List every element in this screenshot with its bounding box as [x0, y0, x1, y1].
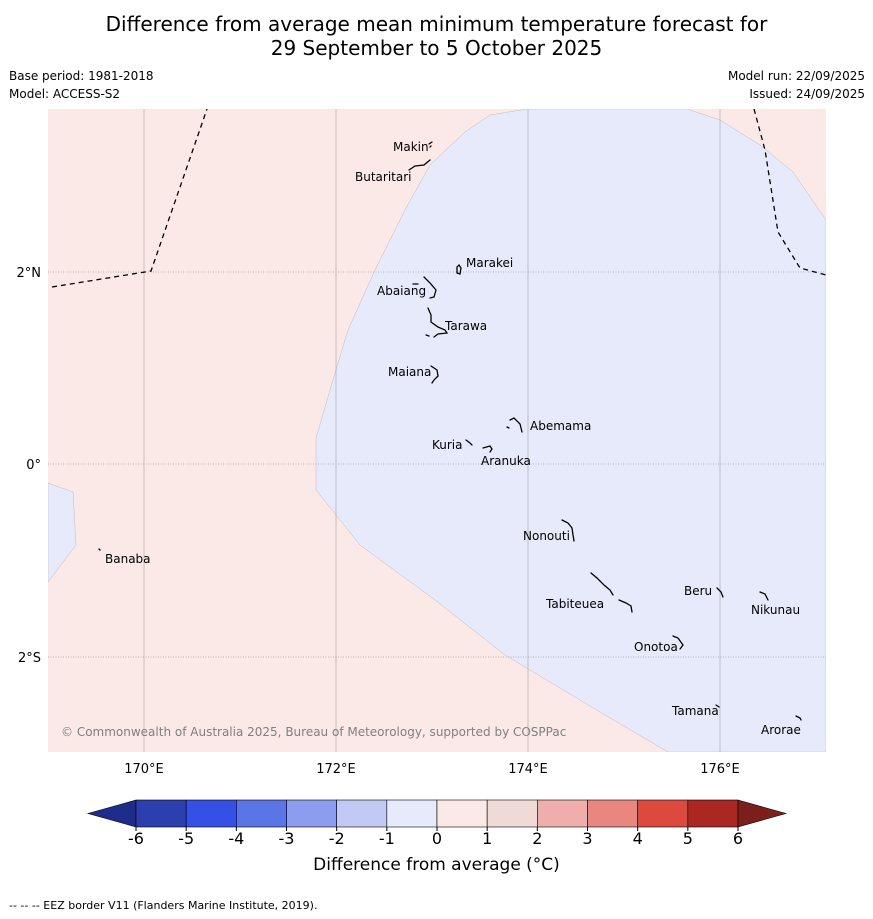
graticule	[143, 109, 721, 752]
lon-label-170: 170°E	[124, 762, 164, 777]
color-bar-tick-label: -1	[379, 829, 395, 848]
color-bar-segment	[185, 799, 237, 828]
label-tabiteuea: Tabiteuea	[545, 597, 604, 611]
islands	[98, 141, 802, 721]
meta-left: Base period: 1981-2018 Model: ACCESS-S2	[9, 67, 154, 103]
label-abaiang: Abaiang	[377, 284, 426, 298]
island-tarawa	[425, 307, 449, 338]
color-bar-extend-min	[86, 799, 137, 828]
color-bar-tick-label: -3	[279, 829, 295, 848]
lon-label-174: 174°E	[508, 762, 548, 777]
color-bar-tick-label: 4	[633, 829, 643, 848]
island-tabiteuea	[590, 572, 633, 613]
color-bar	[86, 799, 788, 828]
color-bar-segment	[637, 799, 689, 828]
label-makin: Makin	[393, 140, 429, 154]
label-nonouti: Nonouti	[523, 529, 570, 543]
color-bar-segment	[236, 799, 287, 828]
island-nonouti	[561, 519, 575, 542]
color-bar-segment	[286, 799, 337, 828]
issued-date: Issued: 24/09/2025	[749, 87, 865, 101]
meta-right: Model run: 22/09/2025 Issued: 24/09/2025	[728, 67, 865, 103]
island-kuria	[465, 439, 473, 446]
island-nikunau	[759, 591, 769, 601]
island-beru	[716, 587, 724, 598]
color-bar-segment	[486, 799, 538, 828]
color-bar-tick-label: 0	[432, 829, 442, 848]
lon-label-172: 172°E	[316, 762, 356, 777]
color-bar-tick-label: -6	[128, 829, 144, 848]
lon-label-176: 176°E	[700, 762, 740, 777]
model-run: Model run: 22/09/2025	[727, 69, 865, 83]
island-abaiang	[412, 276, 437, 299]
color-bar-segment	[336, 799, 388, 828]
title-line-2: 29 September to 5 October 2025	[270, 36, 603, 60]
color-bar-segment	[135, 799, 187, 828]
color-bar-tick-label: 3	[582, 829, 592, 848]
eez-border	[51, 109, 826, 288]
island-arorae	[795, 715, 802, 721]
color-bar-tick-label: 5	[683, 829, 693, 848]
color-bar-segment	[587, 799, 638, 828]
color-bar-segment	[687, 799, 739, 828]
anomaly-region-negative-west	[48, 482, 77, 583]
map-title: Difference from average mean minimum tem…	[0, 12, 873, 60]
color-bar-tick-label: 2	[532, 829, 542, 848]
label-banaba: Banaba	[105, 552, 151, 566]
lat-label-2s: 2°S	[18, 651, 41, 666]
island-butaritari	[408, 159, 431, 171]
anomaly-region-negative	[315, 109, 826, 752]
island-banaba	[98, 548, 101, 551]
label-onotoa: Onotoa	[634, 640, 678, 654]
label-tarawa: Tarawa	[444, 319, 487, 333]
copyright-notice: © Commonwealth of Australia 2025, Bureau…	[61, 725, 566, 739]
color-bar-segment	[436, 799, 488, 828]
color-bar-tick-label: -2	[329, 829, 345, 848]
label-kuria: Kuria	[432, 438, 463, 452]
island-tamana	[715, 704, 720, 708]
lat-label-2n: 2°N	[17, 266, 42, 281]
color-bar-label: Difference from average (°C)	[313, 855, 560, 875]
color-bar-tick-label: 1	[482, 829, 492, 848]
label-maiana: Maiana	[388, 365, 431, 379]
label-tamana: Tamana	[671, 704, 719, 718]
label-butaritari: Butaritari	[355, 170, 412, 184]
title-line-1: Difference from average mean minimum tem…	[105, 12, 768, 36]
island-onotoa	[672, 635, 684, 650]
label-abemama: Abemama	[530, 419, 591, 433]
island-abemama	[506, 417, 523, 433]
island-makin	[428, 141, 433, 148]
color-bar-ticks: -6 -5 -4 -3 -2 -1 0 1 2 3 4 5 6	[128, 827, 743, 848]
color-bar-extend-max	[737, 799, 788, 828]
label-beru: Beru	[684, 584, 712, 598]
island-maiana	[430, 365, 439, 384]
lat-label-0: 0°	[26, 458, 41, 473]
color-bar-tick-label: 6	[733, 829, 743, 848]
color-bar-tick-label: -5	[178, 829, 194, 848]
color-bar-segment	[386, 799, 438, 828]
latitude-lines	[48, 271, 826, 658]
label-aranuka: Aranuka	[481, 454, 531, 468]
color-bar-segment	[537, 799, 588, 828]
island-aranuka	[482, 445, 493, 453]
model-name: Model: ACCESS-S2	[9, 87, 121, 101]
color-bar-tick-label: -4	[228, 829, 244, 848]
eez-footnote: -- -- -- EEZ border V11 (Flanders Marine…	[9, 899, 318, 912]
label-arorae: Arorae	[761, 723, 801, 737]
label-nikunau: Nikunau	[751, 603, 800, 617]
base-period: Base period: 1981-2018	[9, 69, 154, 83]
island-marakei	[456, 263, 462, 275]
label-marakei: Marakei	[466, 256, 513, 270]
